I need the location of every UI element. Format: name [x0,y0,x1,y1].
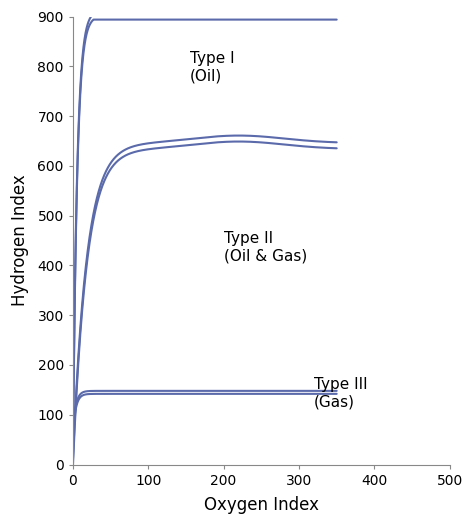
Text: Type I
(Oil): Type I (Oil) [190,51,234,84]
Text: Type III
(Gas): Type III (Gas) [314,377,368,410]
Y-axis label: Hydrogen Index: Hydrogen Index [11,175,29,307]
Text: Type II
(Oil & Gas): Type II (Oil & Gas) [224,230,307,263]
X-axis label: Oxygen Index: Oxygen Index [204,496,319,514]
